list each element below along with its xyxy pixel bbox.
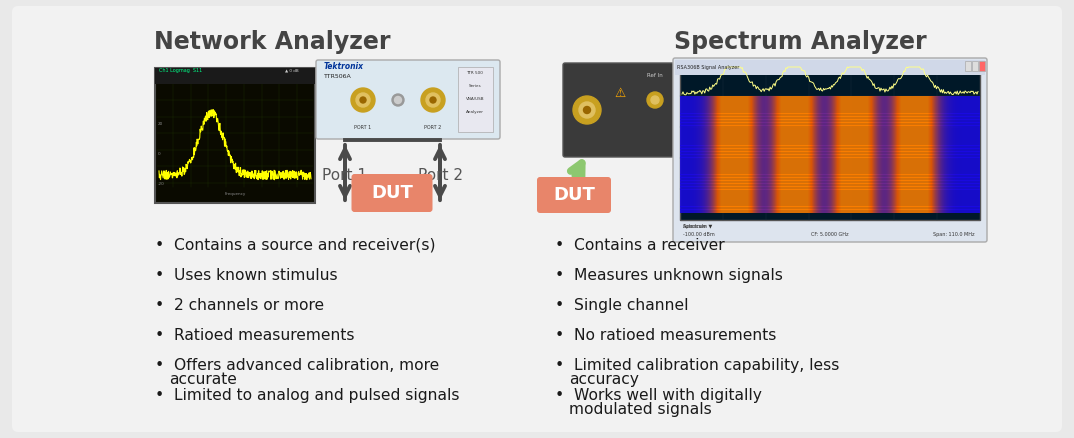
- Circle shape: [579, 102, 595, 118]
- Text: ⚠: ⚠: [614, 87, 626, 100]
- Circle shape: [360, 97, 366, 103]
- Text: CF: 5.0000 GHz: CF: 5.0000 GHz: [811, 232, 848, 237]
- Text: Span: 110.0 MHz: Span: 110.0 MHz: [933, 232, 975, 237]
- Text: Spectrum ▼: Spectrum ▼: [683, 224, 712, 229]
- Circle shape: [394, 96, 402, 103]
- Bar: [674, 60, 985, 75]
- Text: 5V TTL: 5V TTL: [726, 73, 744, 78]
- Text: PORT 1: PORT 1: [354, 125, 372, 130]
- Text: •  Single channel: • Single channel: [555, 298, 688, 313]
- Circle shape: [687, 92, 703, 108]
- Text: •  Measures unknown signals: • Measures unknown signals: [555, 268, 783, 283]
- Text: Ref In: Ref In: [648, 73, 663, 78]
- Bar: [680, 65, 979, 220]
- Text: accurate: accurate: [169, 372, 237, 387]
- Bar: [458, 67, 493, 132]
- Text: •  Contains a source and receiver(s): • Contains a source and receiver(s): [155, 238, 435, 253]
- Text: •  Uses known stimulus: • Uses known stimulus: [155, 268, 337, 283]
- Text: Ch1 Logmag  S11: Ch1 Logmag S11: [159, 68, 202, 73]
- Circle shape: [583, 106, 591, 113]
- Text: VNA/USB: VNA/USB: [466, 97, 484, 101]
- FancyBboxPatch shape: [316, 60, 500, 139]
- Circle shape: [421, 88, 445, 112]
- Bar: [720, 93, 742, 107]
- Text: accuracy: accuracy: [569, 372, 639, 387]
- Text: DUT: DUT: [371, 184, 412, 202]
- Bar: [972, 61, 978, 71]
- Text: Series: Series: [468, 84, 481, 88]
- Bar: [155, 68, 315, 203]
- Text: •  No ratioed measurements: • No ratioed measurements: [555, 328, 777, 343]
- Text: TriggerSync: TriggerSync: [679, 73, 711, 78]
- Text: Spectrum Analyzer: Spectrum Analyzer: [673, 30, 926, 54]
- Text: modulated signals: modulated signals: [569, 402, 712, 417]
- Text: RSA306B Signal Analyzer: RSA306B Signal Analyzer: [677, 65, 739, 70]
- Text: 20: 20: [158, 122, 163, 126]
- Circle shape: [574, 96, 601, 124]
- Text: •  Offers advanced calibration, more: • Offers advanced calibration, more: [155, 358, 439, 373]
- Text: Frequency: Frequency: [224, 192, 246, 196]
- Text: ▲ 0 dB: ▲ 0 dB: [285, 69, 299, 73]
- Text: TTR506A: TTR506A: [324, 74, 352, 79]
- Text: •  Contains a receiver: • Contains a receiver: [555, 238, 725, 253]
- Text: •  Limited to analog and pulsed signals: • Limited to analog and pulsed signals: [155, 388, 460, 403]
- Text: Tektronix: Tektronix: [324, 62, 364, 71]
- Text: •  Limited calibration capability, less: • Limited calibration capability, less: [555, 358, 840, 373]
- Text: -100.00 dBm: -100.00 dBm: [683, 232, 715, 237]
- Circle shape: [426, 93, 440, 107]
- Circle shape: [691, 96, 699, 104]
- Bar: [979, 61, 985, 71]
- FancyBboxPatch shape: [12, 6, 1062, 432]
- FancyBboxPatch shape: [537, 177, 611, 213]
- Circle shape: [647, 92, 663, 108]
- Bar: [966, 61, 971, 71]
- Text: 0: 0: [158, 152, 161, 156]
- Text: •  Ratioed measurements: • Ratioed measurements: [155, 328, 354, 343]
- Text: Port 1: Port 1: [322, 168, 367, 183]
- Text: •  Works well with digitally: • Works well with digitally: [555, 388, 761, 403]
- Text: Autoscale: Autoscale: [683, 224, 707, 229]
- Text: •  2 channels or more: • 2 channels or more: [155, 298, 324, 313]
- Text: Network Analyzer: Network Analyzer: [154, 30, 390, 54]
- Text: DUT: DUT: [553, 186, 595, 204]
- Circle shape: [351, 88, 375, 112]
- Circle shape: [355, 93, 371, 107]
- FancyBboxPatch shape: [563, 63, 767, 157]
- FancyBboxPatch shape: [351, 174, 433, 212]
- Text: PORT 2: PORT 2: [424, 125, 441, 130]
- Text: -20: -20: [158, 182, 164, 186]
- Text: Port 2: Port 2: [418, 168, 463, 183]
- Circle shape: [392, 94, 404, 106]
- Circle shape: [430, 97, 436, 103]
- Bar: [155, 68, 315, 84]
- Text: TTR 500: TTR 500: [466, 71, 483, 75]
- FancyBboxPatch shape: [673, 58, 987, 242]
- Circle shape: [651, 96, 659, 104]
- Text: Analyzer: Analyzer: [466, 110, 484, 114]
